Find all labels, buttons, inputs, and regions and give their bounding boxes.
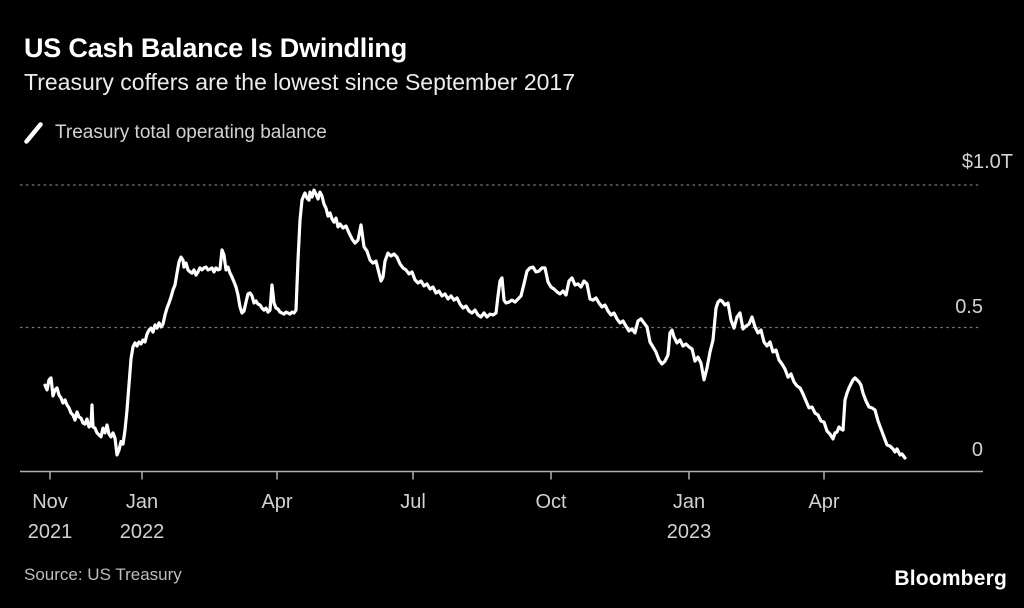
page-title: US Cash Balance Is Dwindling [24, 33, 407, 63]
x-tick-month: Apr [261, 491, 293, 513]
x-axis-label-jan-2022: Jan 2022 [82, 487, 202, 547]
x-axis-label-oct-2022: Oct [491, 487, 611, 517]
x-tick-year: 2022 [119, 521, 165, 543]
line-series-marker-icon [24, 122, 43, 144]
chart-subtitle: Treasury coffers are the lowest since Se… [24, 69, 576, 95]
x-tick-month: Jul [400, 491, 426, 513]
x-axis-label-jul-2022: Jul [353, 487, 473, 517]
x-tick-year: 2021 [27, 521, 73, 543]
x-tick-month: Jan [672, 491, 706, 513]
legend: Treasury total operating balance [23, 120, 327, 146]
x-axis-label-nov-2021: Nov 2021 [0, 487, 110, 547]
x-tick-month: Nov [32, 491, 68, 513]
y-axis-label-1t: $1.0T [961, 151, 1013, 173]
x-tick-month: Oct [535, 491, 567, 513]
x-axis-label-jan-2023: Jan 2023 [629, 487, 749, 547]
x-axis-label-apr-2023: Apr [764, 487, 884, 517]
bloomberg-logo: Bloomberg [894, 567, 1007, 590]
legend-label: Treasury total operating balance [55, 122, 327, 143]
x-tick-year: 2023 [666, 521, 712, 543]
x-tick-month: Jan [125, 491, 159, 513]
source-note: Source: US Treasury [24, 565, 182, 584]
x-tick-month: Apr [808, 491, 840, 513]
x-axis-label-apr-2022: Apr [217, 487, 337, 517]
y-axis-label-05: 0.5 [955, 296, 983, 318]
y-axis-label-0: 0 [971, 439, 983, 461]
